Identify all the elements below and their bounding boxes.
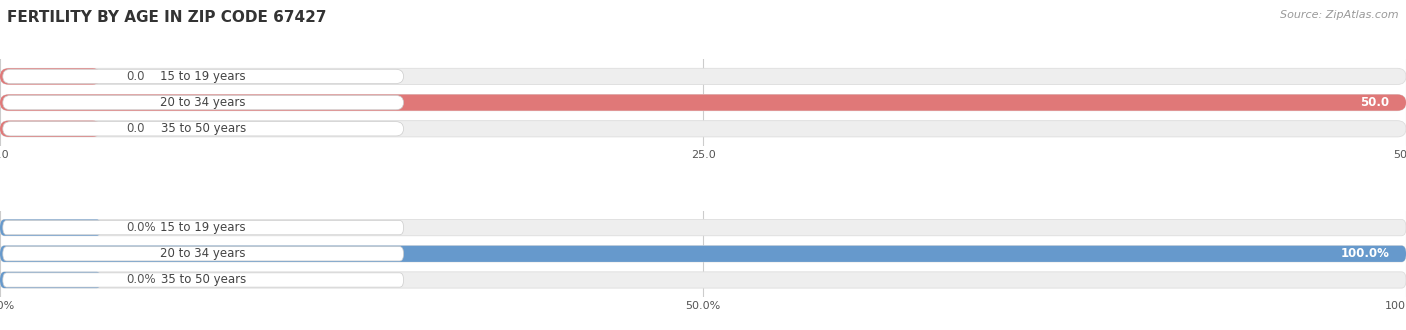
FancyBboxPatch shape [3,69,404,83]
Text: 15 to 19 years: 15 to 19 years [160,221,246,234]
FancyBboxPatch shape [3,95,404,110]
Text: 0.0%: 0.0% [127,221,156,234]
Text: 20 to 34 years: 20 to 34 years [160,247,246,260]
FancyBboxPatch shape [3,247,404,261]
FancyBboxPatch shape [0,272,101,288]
Text: 0.0: 0.0 [127,122,145,135]
FancyBboxPatch shape [0,219,1406,236]
Text: 50.0: 50.0 [1360,96,1389,109]
Text: 20 to 34 years: 20 to 34 years [160,96,246,109]
FancyBboxPatch shape [3,273,404,287]
FancyBboxPatch shape [0,94,1406,111]
Text: 100.0%: 100.0% [1340,247,1389,260]
FancyBboxPatch shape [3,220,404,235]
Text: 35 to 50 years: 35 to 50 years [160,274,246,286]
Text: 0.0%: 0.0% [127,274,156,286]
Text: 15 to 19 years: 15 to 19 years [160,70,246,83]
FancyBboxPatch shape [0,219,101,236]
FancyBboxPatch shape [0,121,101,137]
FancyBboxPatch shape [0,246,1406,262]
FancyBboxPatch shape [3,122,404,136]
FancyBboxPatch shape [0,68,101,84]
Text: 35 to 50 years: 35 to 50 years [160,122,246,135]
FancyBboxPatch shape [0,272,1406,288]
Text: 0.0: 0.0 [127,70,145,83]
FancyBboxPatch shape [0,246,1406,262]
FancyBboxPatch shape [0,94,1406,111]
FancyBboxPatch shape [0,121,1406,137]
Text: Source: ZipAtlas.com: Source: ZipAtlas.com [1281,10,1399,20]
FancyBboxPatch shape [0,68,1406,84]
Text: FERTILITY BY AGE IN ZIP CODE 67427: FERTILITY BY AGE IN ZIP CODE 67427 [7,10,326,25]
